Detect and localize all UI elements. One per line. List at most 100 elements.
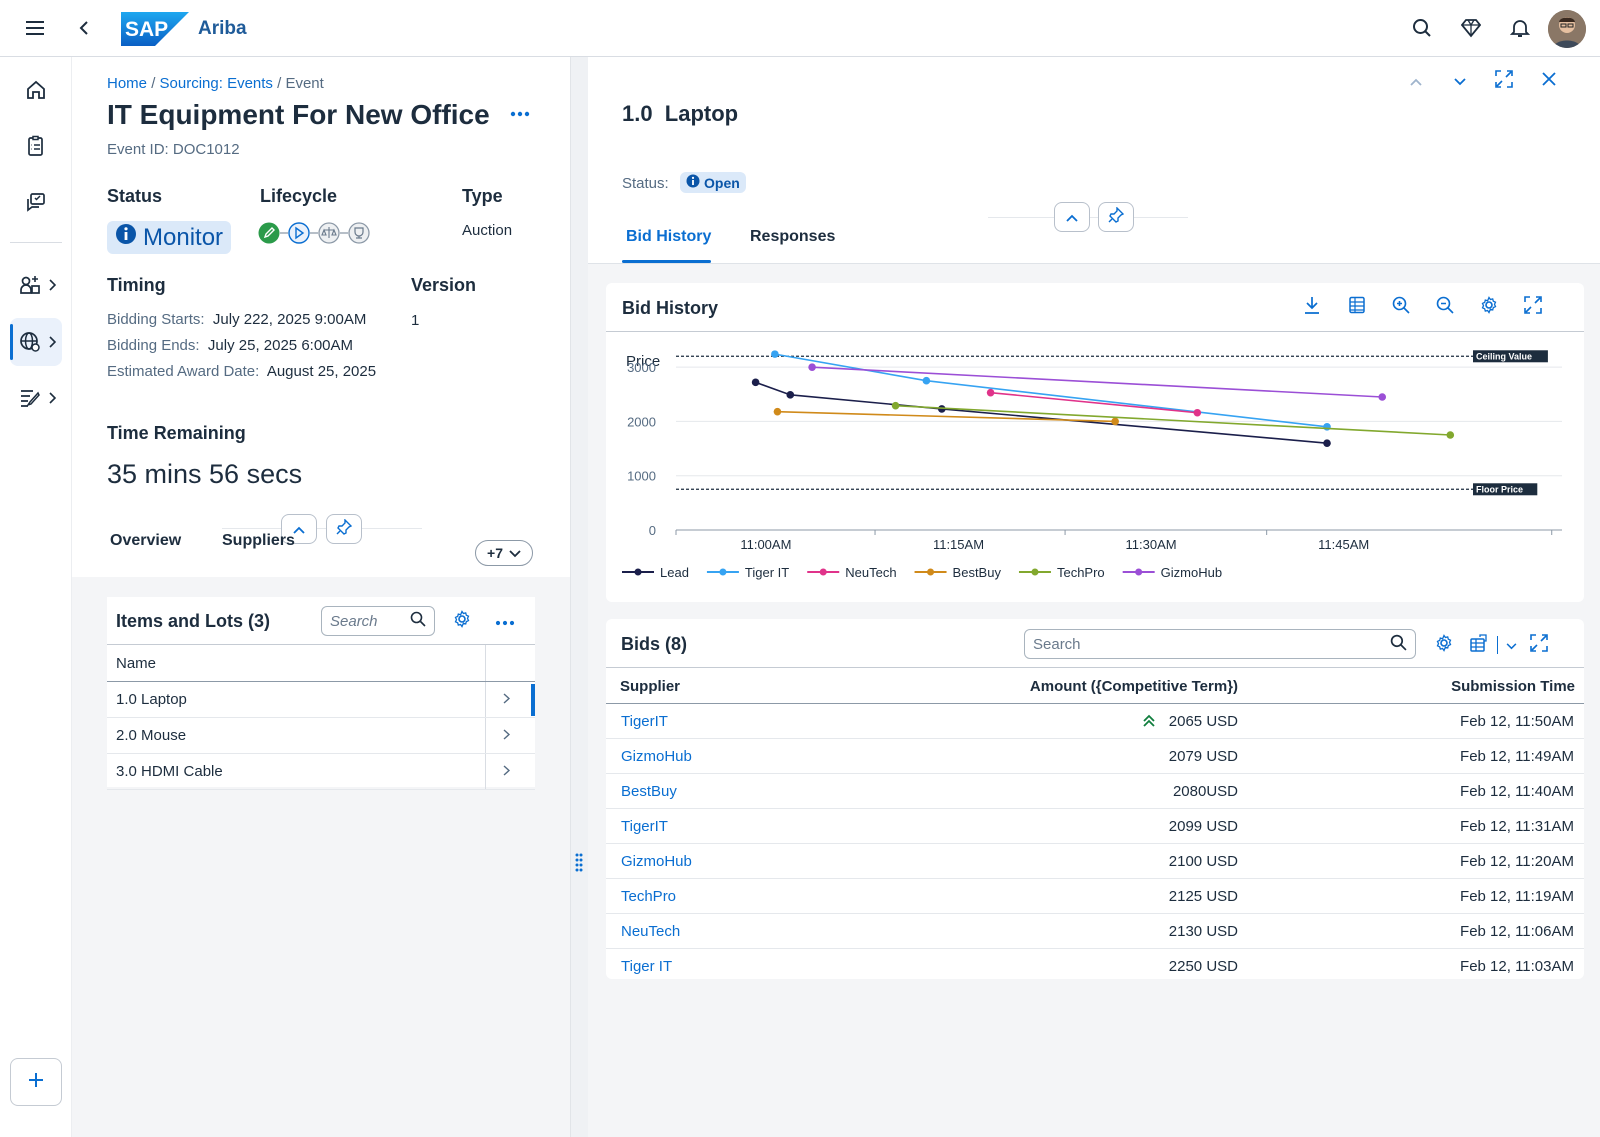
table-row[interactable]: GizmoHub 2100 USD Feb 12, 11:20AM xyxy=(606,844,1584,879)
nav-tasks[interactable] xyxy=(10,122,62,170)
supplier-link[interactable]: TigerIT xyxy=(621,818,668,835)
zoom-out-button[interactable] xyxy=(1430,292,1460,322)
sap-logo[interactable]: SAP xyxy=(121,12,189,46)
nav-messages[interactable] xyxy=(10,178,62,226)
item-name: 2.0 Mouse xyxy=(116,727,187,744)
bids-card: Bids (8) Search Supplier Amount ({Compet… xyxy=(606,619,1584,979)
download-button[interactable] xyxy=(1297,292,1327,322)
reference-line-label: Floor Price xyxy=(1476,484,1523,494)
bid-amount: 2125 USD xyxy=(1168,888,1238,905)
row-navigate[interactable] xyxy=(485,682,527,717)
nav-home[interactable] xyxy=(10,66,62,114)
menu-icon[interactable] xyxy=(17,10,53,46)
joule-diamond-icon[interactable] xyxy=(1453,10,1489,46)
table-row[interactable]: Tiger IT 2250 USD Feb 12, 11:03AM xyxy=(606,949,1584,984)
table-row[interactable]: TigerIT 2065 USD Feb 12, 11:50AM xyxy=(606,704,1584,739)
items-settings-button[interactable] xyxy=(447,606,477,636)
pin-header-button[interactable] xyxy=(1098,202,1134,232)
more-tabs-count: +7 xyxy=(487,545,503,561)
bid-amount: 2065 USD xyxy=(1168,713,1238,730)
close-icon xyxy=(1542,72,1556,90)
breadcrumb-separator: / xyxy=(151,75,156,92)
supplier-link[interactable]: Tiger IT xyxy=(621,958,673,975)
document-edit-icon xyxy=(19,387,41,409)
table-row[interactable]: GizmoHub 2079 USD Feb 12, 11:49AM xyxy=(606,739,1584,774)
nav-sourcing[interactable] xyxy=(10,318,62,366)
avatar[interactable] xyxy=(1548,10,1586,48)
breadcrumb-home-link[interactable]: Home xyxy=(107,75,148,92)
bids-search-input[interactable]: Search xyxy=(1024,629,1416,659)
legend-marker xyxy=(1135,568,1143,576)
bid-history-chart[interactable]: Price 0 1000 2000 3000 11:00AM 11:15AM 11:30AM 1… xyxy=(606,332,1584,602)
download-icon xyxy=(1303,296,1321,318)
legend-marker xyxy=(1031,568,1039,576)
tab-bid-history[interactable]: Bid History xyxy=(626,228,712,245)
row-navigate[interactable] xyxy=(485,754,527,789)
table-row[interactable]: 3.0 HDMI Cable xyxy=(107,754,535,790)
drag-handle-icon[interactable] xyxy=(575,852,583,877)
search-icon[interactable] xyxy=(1404,10,1440,46)
table-view-button[interactable] xyxy=(1342,292,1372,322)
data-point xyxy=(1378,393,1387,401)
chart-settings-button[interactable] xyxy=(1474,292,1504,322)
tab-suppliers[interactable]: Suppliers xyxy=(222,532,295,549)
nav-people-group[interactable] xyxy=(10,261,62,309)
supplier-link[interactable]: GizmoHub xyxy=(621,748,692,765)
bid-submission-time: Feb 12, 11:20AM xyxy=(1460,853,1574,870)
reference-line-label-bg xyxy=(1473,483,1538,496)
export-menu-button[interactable] xyxy=(1465,630,1521,660)
award-date-label: Estimated Award Date: xyxy=(107,363,260,380)
zoom-in-button[interactable] xyxy=(1386,292,1416,322)
y-axis-label: Price xyxy=(626,353,660,370)
pin-icon xyxy=(1108,206,1125,227)
tab-overview[interactable]: Overview xyxy=(110,532,182,549)
data-point xyxy=(922,376,931,385)
next-item-button[interactable] xyxy=(1445,66,1475,96)
supplier-link[interactable]: TechPro xyxy=(621,888,677,905)
type-label: Type xyxy=(462,186,503,206)
table-row[interactable]: 2.0 Mouse xyxy=(107,718,535,754)
bidding-starts-field: Bidding Starts: July 222, 2025 9:00AM xyxy=(107,311,366,328)
more-actions-button[interactable] xyxy=(504,97,536,127)
tab-responses[interactable]: Responses xyxy=(750,228,836,245)
bids-fullscreen-button[interactable] xyxy=(1524,630,1554,660)
back-icon[interactable] xyxy=(66,10,102,46)
legend-label: GizmoHub xyxy=(1161,565,1222,580)
supplier-link[interactable]: BestBuy xyxy=(621,783,677,800)
award-date-field: Estimated Award Date: August 25, 2025 xyxy=(107,363,376,380)
items-search-input[interactable]: Search xyxy=(321,606,435,636)
layout-splitter[interactable] xyxy=(570,57,588,1137)
collapse-header-button[interactable] xyxy=(281,514,317,544)
add-button[interactable] xyxy=(10,1058,62,1106)
items-more-button[interactable] xyxy=(490,606,520,636)
table-row[interactable]: NeuTech 2130 USD Feb 12, 11:06AM xyxy=(606,914,1584,949)
chevron-down-icon xyxy=(509,545,521,561)
lifecycle-stepper[interactable] xyxy=(258,221,398,245)
legend-label: NeuTech xyxy=(845,565,896,580)
more-tabs-button[interactable]: +7 xyxy=(475,540,533,566)
collapse-header-button[interactable] xyxy=(1054,202,1090,232)
fullscreen-button[interactable] xyxy=(1489,66,1519,96)
table-row[interactable]: BestBuy 2080USD Feb 12, 11:40AM xyxy=(606,774,1584,809)
row-navigate[interactable] xyxy=(485,718,527,753)
table-row[interactable]: TigerIT 2099 USD Feb 12, 11:31AM xyxy=(606,809,1584,844)
bids-settings-button[interactable] xyxy=(1429,630,1459,660)
supplier-link[interactable]: NeuTech xyxy=(621,923,681,940)
pin-header-button[interactable] xyxy=(326,514,362,544)
bid-submission-time: Feb 12, 11:06AM xyxy=(1460,923,1574,940)
table-row[interactable]: TechPro 2125 USD Feb 12, 11:19AM xyxy=(606,879,1584,914)
overflow-dots-icon xyxy=(495,613,515,630)
active-tab-indicator xyxy=(622,260,711,263)
previous-item-button[interactable] xyxy=(1401,66,1431,96)
status-badge[interactable]: Monitor xyxy=(107,221,232,254)
notification-bell-icon[interactable] xyxy=(1502,10,1538,46)
supplier-link[interactable]: GizmoHub xyxy=(621,853,692,870)
close-button[interactable] xyxy=(1534,66,1564,96)
supplier-link[interactable]: TigerIT xyxy=(621,713,668,730)
breadcrumb-sourcing-link[interactable]: Sourcing: Events xyxy=(159,75,273,92)
lifecycle-step-play-icon xyxy=(288,222,310,244)
table-row[interactable]: 1.0 Laptop xyxy=(107,682,535,718)
chart-fullscreen-button[interactable] xyxy=(1518,292,1548,322)
chevron-right-icon xyxy=(48,335,57,352)
nav-documents[interactable] xyxy=(10,374,62,422)
